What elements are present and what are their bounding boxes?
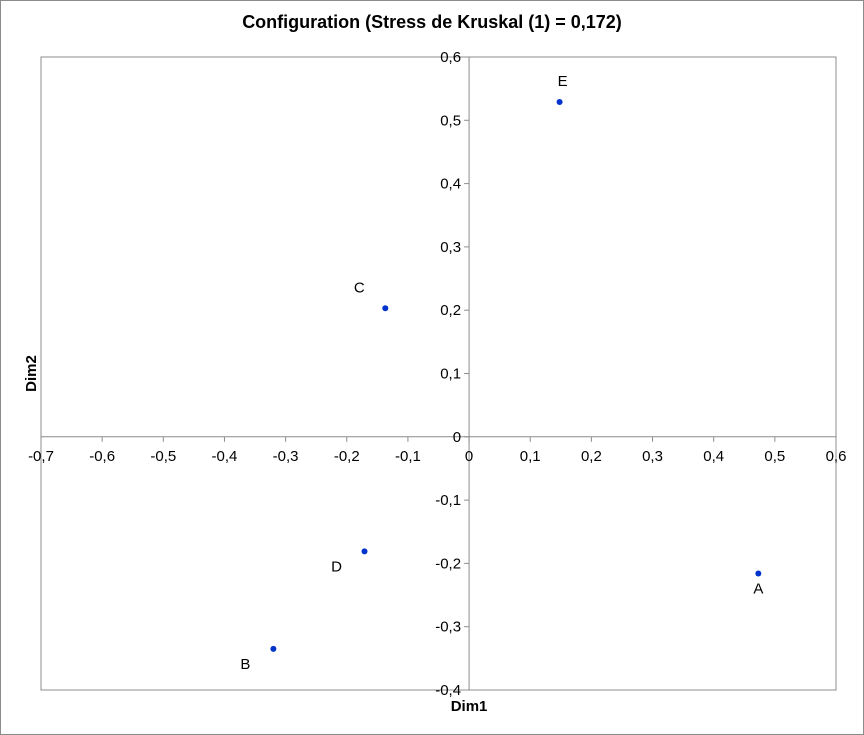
data-point-e	[556, 98, 563, 105]
y-tick-label: 0	[453, 429, 461, 446]
y-tick-label: 0,4	[440, 176, 461, 193]
x-tick-label: -0,7	[28, 448, 54, 465]
x-axis-title: Dim1	[451, 698, 488, 715]
x-tick-label: 0,2	[581, 448, 602, 465]
y-axis-title: Dim2	[23, 355, 40, 392]
x-tick-label: -0,2	[334, 448, 360, 465]
y-tick-label: 0,3	[440, 239, 461, 256]
data-point-c	[382, 305, 389, 312]
x-tick-label: -0,5	[150, 448, 176, 465]
chart-title: Configuration (Stress de Kruskal (1) = 0…	[242, 12, 622, 32]
x-tick-label: 0,3	[642, 448, 663, 465]
y-tick-label: 0,5	[440, 112, 461, 129]
data-label-c: C	[354, 279, 365, 296]
data-label-d: D	[331, 558, 342, 575]
data-point-a	[755, 570, 762, 577]
y-tick-label: 0,2	[440, 302, 461, 319]
data-label-e: E	[558, 73, 568, 90]
x-tick-label: -0,4	[212, 448, 238, 465]
x-tick-label: -0,3	[273, 448, 299, 465]
x-tick-label: -0,1	[395, 448, 421, 465]
data-label-b: B	[240, 656, 250, 673]
y-tick-label: -0,2	[435, 555, 461, 572]
x-tick-label: 0,6	[826, 448, 847, 465]
y-tick-label: 0,1	[440, 366, 461, 383]
x-tick-label: 0,1	[520, 448, 541, 465]
data-point-d	[361, 548, 368, 555]
y-tick-label: -0,3	[435, 619, 461, 636]
y-tick-label: -0,1	[435, 492, 461, 509]
data-point-b	[270, 645, 277, 652]
y-tick-label: -0,4	[435, 682, 461, 699]
x-tick-label: -0,6	[89, 448, 115, 465]
plot-area	[40, 56, 837, 691]
x-tick-label: 0	[465, 448, 473, 465]
y-tick-label: 0,6	[440, 49, 461, 66]
data-label-a: A	[753, 581, 763, 598]
x-tick-label: 0,5	[764, 448, 785, 465]
x-tick-label: 0,4	[703, 448, 724, 465]
